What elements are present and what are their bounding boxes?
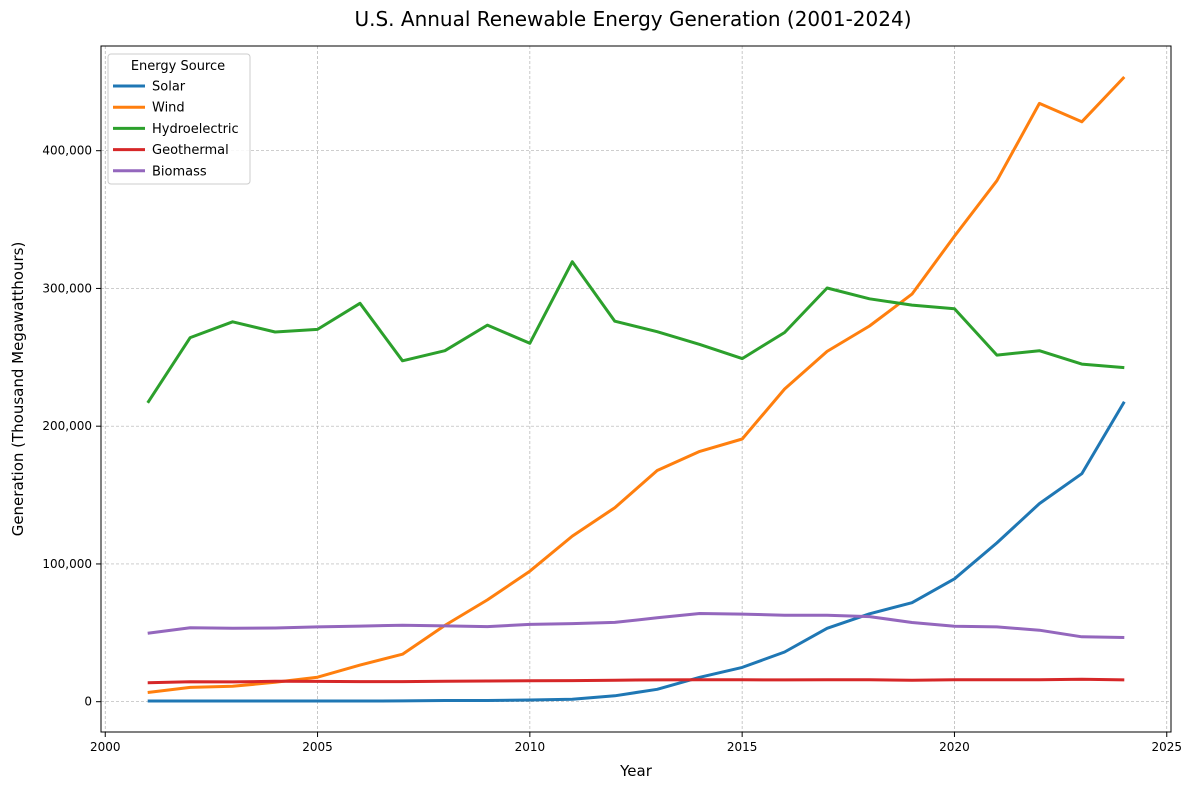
- x-tick-label: 2015: [727, 740, 758, 754]
- legend-label-hydroelectric: Hydroelectric: [152, 122, 239, 137]
- y-tick-label: 100,000: [42, 557, 92, 571]
- plot-frame: [100, 45, 1172, 733]
- y-tick-label: 300,000: [42, 281, 92, 295]
- x-tick-label: 2005: [302, 740, 333, 754]
- series-line-geothermal: [147, 677, 1125, 685]
- grid-lines: [101, 46, 1171, 732]
- x-tick-label: 2010: [515, 740, 546, 754]
- legend: Energy Source Solar Wind Hydroelectric Geot…: [107, 53, 251, 185]
- x-axis-title: Year: [619, 762, 653, 780]
- series-line-solar: [147, 400, 1126, 703]
- series-line-biomass: [147, 612, 1125, 639]
- y-axis-title: Generation (Thousand Megawatthours): [9, 242, 27, 537]
- legend-label-wind: Wind: [152, 101, 185, 116]
- legend-items: Solar Wind Hydroelectric Geothermal Biomass: [113, 80, 239, 179]
- series-lines: [146, 75, 1126, 703]
- y-axis-ticks: 0 100,000 200,000 300,000 400,000: [42, 144, 101, 709]
- series-line-wind: [147, 75, 1126, 694]
- legend-label-solar: Solar: [152, 80, 186, 95]
- legend-title: Energy Source: [131, 59, 225, 74]
- y-tick-label: 200,000: [42, 419, 92, 433]
- legend-label-biomass: Biomass: [152, 164, 207, 179]
- x-tick-label: 2020: [939, 740, 970, 754]
- y-tick-label: 0: [84, 695, 92, 709]
- series-line-hydroelectric: [146, 260, 1125, 404]
- x-axis-ticks: 2000 2005 2010 2015 2020 2025: [90, 732, 1182, 754]
- x-tick-label: 2025: [1151, 740, 1182, 754]
- legend-label-geothermal: Geothermal: [152, 143, 229, 158]
- y-tick-label: 400,000: [42, 144, 92, 158]
- x-tick-label: 2000: [90, 740, 121, 754]
- chart-title: U.S. Annual Renewable Energy Generation …: [354, 7, 911, 31]
